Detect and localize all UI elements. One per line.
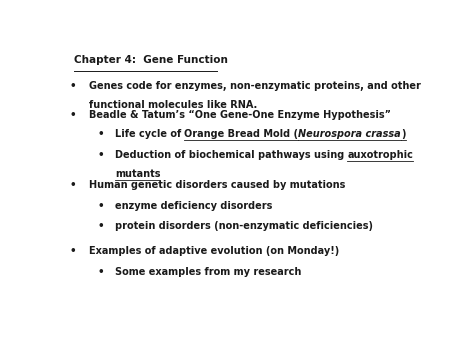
Text: Examples of adaptive evolution (on Monday!): Examples of adaptive evolution (on Monda… <box>90 246 340 256</box>
Text: enzyme deficiency disorders: enzyme deficiency disorders <box>115 201 272 211</box>
Text: Beadle & Tatum’s “One Gene-One Enzyme Hypothesis”: Beadle & Tatum’s “One Gene-One Enzyme Hy… <box>90 110 392 120</box>
Text: •: • <box>69 81 76 91</box>
Text: •: • <box>69 110 76 120</box>
Text: Human genetic disorders caused by mutations: Human genetic disorders caused by mutati… <box>90 180 346 190</box>
Text: ): ) <box>401 129 406 139</box>
Text: Deduction of biochemical pathways using: Deduction of biochemical pathways using <box>115 150 347 160</box>
Text: •: • <box>97 150 104 160</box>
Text: •: • <box>69 180 76 190</box>
Text: mutants: mutants <box>115 169 160 179</box>
Text: protein disorders (non-enzymatic deficiencies): protein disorders (non-enzymatic deficie… <box>115 221 373 232</box>
Text: •: • <box>97 221 104 232</box>
Text: •: • <box>69 246 76 256</box>
Text: Chapter 4:  Gene Function: Chapter 4: Gene Function <box>74 55 228 65</box>
Text: •: • <box>97 267 104 277</box>
Text: Orange Bread Mold (: Orange Bread Mold ( <box>184 129 298 139</box>
Text: Neurospora crassa: Neurospora crassa <box>298 129 401 139</box>
Text: auxotrophic: auxotrophic <box>347 150 414 160</box>
Text: Life cycle of: Life cycle of <box>115 129 184 139</box>
Text: Genes code for enzymes, non-enzymatic proteins, and other: Genes code for enzymes, non-enzymatic pr… <box>90 81 421 91</box>
Text: •: • <box>97 129 104 139</box>
Text: •: • <box>97 201 104 211</box>
Text: Some examples from my research: Some examples from my research <box>115 267 301 277</box>
Text: functional molecules like RNA.: functional molecules like RNA. <box>90 100 258 110</box>
